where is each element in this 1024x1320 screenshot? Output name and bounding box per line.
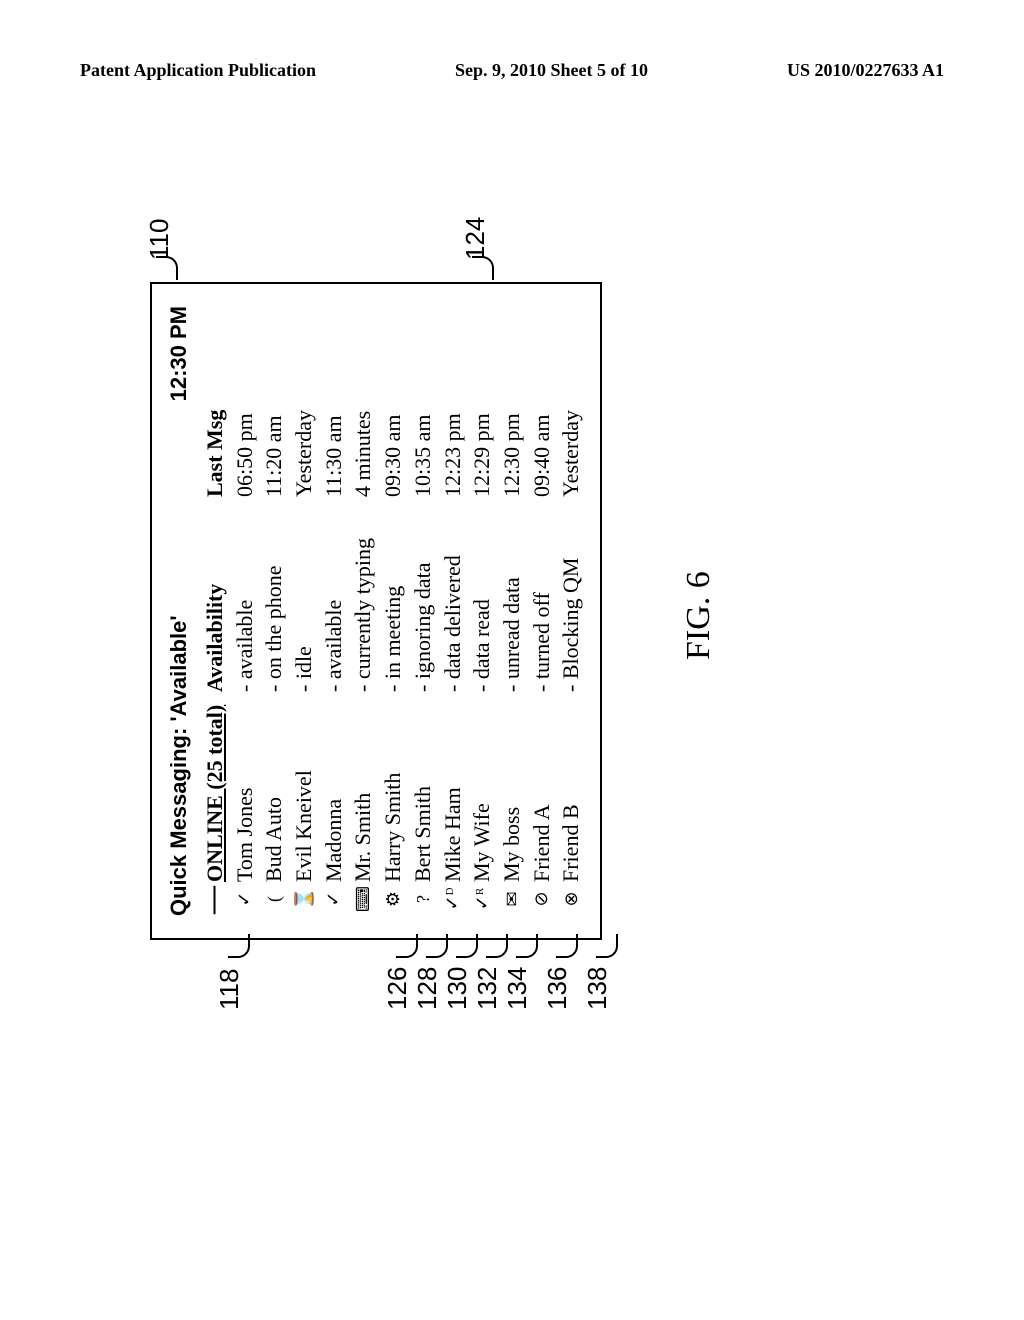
contact-row[interactable]: ?Bert Smith- ignoring data10:35 am (408, 306, 438, 916)
contact-name: Mike Ham (438, 692, 468, 882)
contact-row[interactable]: ⌨Mr. Smith- currently typing4 minutes (348, 306, 378, 916)
collapse-icon[interactable]: — (197, 886, 228, 914)
contact-row[interactable]: (Bud Auto- on the phone11:20 am (259, 306, 289, 916)
contact-availability: - available (230, 497, 260, 692)
contact-row[interactable]: ✓Tom Jones- available06:50 pm (230, 306, 260, 916)
lead-138 (596, 934, 618, 958)
ref-126: 126 (382, 967, 413, 1010)
window-title-left: Quick Messaging: 'Available' (166, 615, 192, 916)
contact-row[interactable]: ✓ᴰMike Ham- data delivered12:23 pm (438, 306, 468, 916)
status-icon: ✓ (321, 882, 345, 916)
lead-134 (516, 934, 538, 958)
contact-availability: - unread data (497, 497, 527, 692)
contact-row[interactable]: ⊘Friend A- turned off09:40 am (527, 306, 557, 916)
contact-availability: - Blocking QM (556, 497, 586, 692)
contact-lastmsg: Yesterday (289, 306, 319, 497)
col-header-availability: Availability (200, 497, 230, 692)
ref-110: 110 (144, 219, 175, 260)
status-icon: ( (262, 882, 286, 916)
status-icon: ⊗ (559, 882, 583, 916)
contact-name: Harry Smith (378, 692, 408, 882)
status-icon: ? (411, 882, 435, 916)
contact-availability: - on the phone (259, 497, 289, 692)
contact-availability: - idle (289, 497, 319, 692)
lead-132 (486, 934, 508, 958)
column-headers: — ONLINE (25 total) Availability Last Ms… (200, 306, 230, 916)
contact-name: Friend A (527, 692, 557, 882)
status-icon: ⌨ (351, 882, 375, 916)
contact-row[interactable]: ✓ᴿMy Wife- data read12:29 pm (467, 306, 497, 916)
lead-126 (396, 934, 418, 958)
col-header-online: ONLINE (25 total) (200, 692, 230, 882)
lead-110 (156, 256, 178, 280)
contact-availability: - data read (467, 497, 497, 692)
header-left: Patent Application Publication (80, 60, 316, 81)
status-icon: ⌛ (292, 882, 316, 916)
contact-availability: - in meeting (378, 497, 408, 692)
contact-lastmsg: 12:23 pm (438, 306, 468, 497)
ref-132: 132 (472, 967, 503, 1010)
contact-lastmsg: 06:50 pm (230, 306, 260, 497)
figure-6-container: Quick Messaging: 'Available' 12:30 PM — … (150, 220, 870, 940)
contact-availability: - ignoring data (408, 497, 438, 692)
contact-lastmsg: 11:30 am (319, 306, 349, 497)
status-icon: ✉ (500, 882, 524, 916)
ref-130: 130 (442, 967, 473, 1010)
contact-name: Bert Smith (408, 692, 438, 882)
contact-name: Mr. Smith (348, 692, 378, 882)
contact-lastmsg: 12:29 pm (467, 306, 497, 497)
ref-118: 118 (214, 969, 245, 1010)
page-header: Patent Application Publication Sep. 9, 2… (80, 60, 944, 81)
contact-lastmsg: 10:35 am (408, 306, 438, 497)
ref-138: 138 (582, 967, 613, 1010)
header-center: Sep. 9, 2010 Sheet 5 of 10 (455, 60, 648, 81)
contact-lastmsg: Yesterday (556, 306, 586, 497)
ref-128: 128 (412, 967, 443, 1010)
contact-row[interactable]: ✉My boss- unread data12:30 pm (497, 306, 527, 916)
contact-name: Evil Kneivel (289, 692, 319, 882)
window-titlebar: Quick Messaging: 'Available' 12:30 PM (166, 306, 192, 916)
ref-124: 124 (460, 217, 491, 260)
contact-lastmsg: 4 minutes (348, 306, 378, 497)
status-icon: ⚙ (381, 882, 405, 916)
figure-label: FIG. 6 (680, 571, 718, 660)
contact-name: My boss (497, 692, 527, 882)
contact-list: ✓Tom Jones- available06:50 pm(Bud Auto- … (230, 306, 586, 916)
contact-availability: - data delivered (438, 497, 468, 692)
contact-row[interactable]: ⌛Evil Kneivel- idleYesterday (289, 306, 319, 916)
status-icon: ✓ᴿ (470, 882, 494, 916)
status-icon: ⊘ (529, 882, 553, 916)
contact-availability: - available (319, 497, 349, 692)
window-title-time: 12:30 PM (166, 306, 192, 401)
ref-136: 136 (542, 967, 573, 1010)
contact-lastmsg: 09:30 am (378, 306, 408, 497)
status-icon: ✓ᴰ (440, 882, 464, 916)
contact-availability: - currently typing (348, 497, 378, 692)
contact-lastmsg: 09:40 am (527, 306, 557, 497)
contact-row[interactable]: ⊗Friend B- Blocking QMYesterday (556, 306, 586, 916)
contact-row[interactable]: ⚙Harry Smith- in meeting09:30 am (378, 306, 408, 916)
contact-name: Tom Jones (230, 692, 260, 882)
status-icon: ✓ (232, 882, 256, 916)
contact-name: Friend B (556, 692, 586, 882)
contact-name: Madonna (319, 692, 349, 882)
col-header-lastmsg: Last Msg (200, 306, 230, 497)
contact-row[interactable]: ✓Madonna- available11:30 am (319, 306, 349, 916)
contact-name: My Wife (467, 692, 497, 882)
lead-118 (228, 934, 250, 958)
contact-lastmsg: 12:30 pm (497, 306, 527, 497)
contact-availability: - turned off (527, 497, 557, 692)
quick-messaging-window: Quick Messaging: 'Available' 12:30 PM — … (150, 282, 602, 940)
lead-128 (426, 934, 448, 958)
lead-136 (556, 934, 578, 958)
lead-124 (472, 256, 494, 280)
contact-name: Bud Auto (259, 692, 289, 882)
contact-lastmsg: 11:20 am (259, 306, 289, 497)
header-right: US 2010/0227633 A1 (787, 60, 944, 81)
lead-130 (456, 934, 478, 958)
ref-134: 134 (502, 967, 533, 1010)
